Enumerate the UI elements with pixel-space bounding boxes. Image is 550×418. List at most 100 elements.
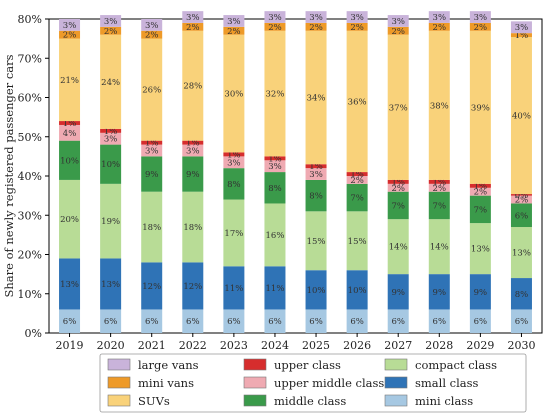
- bar-segment: [387, 274, 409, 310]
- data-label: 13%: [60, 280, 79, 290]
- data-label: 28%: [183, 82, 202, 92]
- data-label: 24%: [101, 78, 120, 88]
- bar-segment: [387, 309, 409, 333]
- bar-segment: [223, 15, 245, 27]
- y-tick-label: 50%: [18, 131, 42, 144]
- y-tick-label: 20%: [18, 249, 42, 262]
- bar-segment: [264, 266, 286, 310]
- data-label: 8%: [227, 180, 241, 190]
- legend-label: mini vans: [138, 376, 194, 390]
- data-label: 3%: [350, 13, 364, 23]
- legend-label: upper middle class: [274, 376, 384, 390]
- data-label: 10%: [60, 156, 79, 166]
- data-label: 21%: [60, 76, 79, 86]
- data-label: 6%: [515, 317, 529, 327]
- bar-stack-2029: 6%9%13%7%2%1%39%2%3%: [469, 11, 491, 333]
- bar-segment: [59, 258, 81, 310]
- data-label: 1%: [391, 178, 405, 188]
- data-label: 13%: [471, 245, 490, 255]
- bar-segment: [428, 309, 450, 333]
- bar-segment: [469, 183, 491, 188]
- data-label: 15%: [307, 237, 326, 247]
- bar-segment: [264, 30, 286, 157]
- x-tick-label: 2020: [97, 339, 125, 352]
- bar-segment: [223, 156, 245, 169]
- legend-label: compact class: [415, 358, 497, 372]
- bar-segment: [305, 179, 327, 212]
- data-label: 2%: [433, 23, 447, 33]
- data-label: 2%: [350, 176, 364, 186]
- data-label: 17%: [224, 229, 243, 239]
- data-label: 2%: [391, 184, 405, 194]
- bar-segment: [510, 194, 532, 196]
- bar-segment: [100, 258, 122, 310]
- bar-stack-2025: 6%10%15%8%3%1%34%2%3%: [305, 11, 327, 333]
- legend-swatch: [384, 376, 408, 389]
- y-tick-label: 10%: [18, 288, 42, 301]
- bar-segment: [346, 211, 368, 271]
- bar-segment: [428, 183, 450, 192]
- bar-segment: [510, 33, 532, 38]
- data-label: 38%: [430, 101, 449, 111]
- bar-segment: [469, 22, 491, 31]
- x-tick-label: 2028: [425, 339, 453, 352]
- bar-segment: [305, 11, 327, 23]
- bar-segment: [223, 309, 245, 333]
- bar-segment: [182, 22, 204, 31]
- bar-segment: [346, 30, 368, 173]
- bar-segment: [387, 15, 409, 27]
- data-label: 2%: [391, 27, 405, 37]
- data-label: 13%: [101, 280, 120, 290]
- bar-segment: [264, 203, 286, 267]
- y-tick-label: 30%: [18, 209, 42, 222]
- data-label: 8%: [268, 184, 282, 194]
- x-tick-label: 2021: [138, 339, 166, 352]
- bar-stack-2024: 6%11%16%8%3%1%32%2%3%: [264, 11, 286, 333]
- bar-segment: [141, 262, 163, 310]
- data-label: 18%: [142, 223, 161, 233]
- bar-segment: [387, 219, 409, 275]
- bar-segment: [182, 140, 204, 145]
- data-label: 0%: [515, 191, 529, 201]
- legend-label: SUVs: [138, 394, 170, 408]
- x-tick-label: 2022: [179, 339, 207, 352]
- data-label: 2%: [474, 188, 488, 198]
- bar-segment: [100, 128, 122, 133]
- data-label: 1%: [63, 119, 77, 129]
- data-label: 10%: [348, 286, 367, 296]
- data-label: 14%: [430, 243, 449, 253]
- bar-segment: [346, 183, 368, 212]
- x-tick-label: 2029: [466, 339, 494, 352]
- bar-segment: [387, 34, 409, 180]
- data-label: 9%: [391, 288, 405, 298]
- bar-segment: [141, 191, 163, 263]
- bar-segment: [387, 179, 409, 184]
- legend-entry: SUVs: [107, 394, 170, 408]
- bar-segment: [428, 274, 450, 310]
- bar-segment: [305, 22, 327, 31]
- data-label: 11%: [224, 284, 243, 294]
- data-label: 2%: [350, 23, 364, 33]
- bar-segment: [510, 227, 532, 279]
- bar-segment: [223, 266, 245, 310]
- legend-label: small class: [415, 376, 479, 390]
- y-tick-label: 60%: [18, 92, 42, 105]
- bar-segment: [346, 11, 368, 23]
- data-label: 1%: [186, 139, 200, 149]
- bar-stack-2023: 6%11%17%8%3%1%30%2%3%: [223, 15, 245, 333]
- data-label: 2%: [515, 196, 529, 206]
- data-label: 37%: [389, 103, 408, 113]
- legend-label: middle class: [274, 394, 346, 408]
- bar-segment: [182, 156, 204, 192]
- data-label: 7%: [391, 201, 405, 211]
- legend-swatch: [107, 394, 131, 407]
- bar-segment: [59, 309, 81, 333]
- bar-segment: [264, 160, 286, 173]
- data-label: 7%: [433, 201, 447, 211]
- data-label: 3%: [391, 17, 405, 27]
- bar-segment: [141, 156, 163, 192]
- data-label: 3%: [268, 162, 282, 172]
- y-tick-label: 70%: [18, 52, 42, 65]
- data-label: 3%: [474, 13, 488, 23]
